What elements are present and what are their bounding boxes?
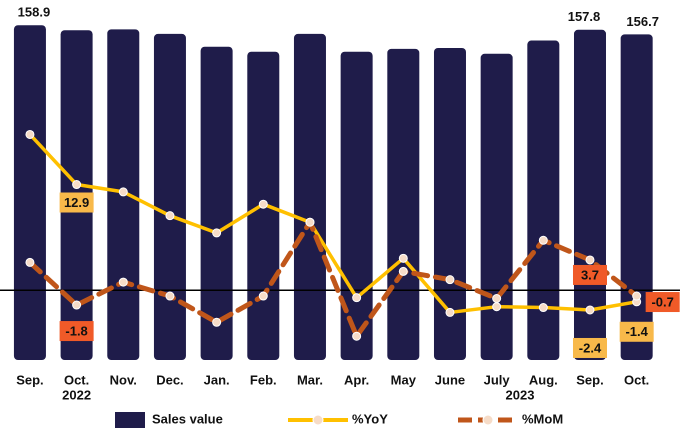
line [27, 219, 640, 339]
bar [200, 46, 233, 361]
marker [445, 275, 455, 285]
year-label: 2022 [62, 387, 91, 402]
marker [352, 331, 362, 341]
label-box [59, 192, 94, 213]
data-label: 3.7 [581, 267, 599, 282]
marker [632, 291, 642, 301]
x-tick-label: Aug. [529, 372, 558, 387]
bar [153, 33, 186, 361]
marker [25, 257, 35, 267]
label-box [572, 264, 607, 285]
x-tick-label: Nov. [110, 372, 137, 387]
x-tick-label: Oct. [624, 372, 649, 387]
marker [165, 211, 175, 221]
marker [305, 217, 315, 227]
bar [527, 40, 560, 360]
x-tick-label: May [391, 372, 417, 387]
data-label: -0.7 [651, 294, 673, 309]
bar [13, 25, 46, 360]
bar [480, 53, 513, 361]
bar [387, 48, 420, 361]
marker [25, 129, 35, 139]
x-tick-label: Sep. [576, 372, 603, 387]
x-tick-label: Apr. [344, 372, 369, 387]
bar-label: 156.7 [626, 14, 659, 29]
year-label: 2023 [506, 387, 535, 402]
marker [585, 305, 595, 315]
x-tick-label: Feb. [250, 372, 277, 387]
bar-label: 157.8 [568, 9, 601, 24]
marker [538, 303, 548, 313]
line [28, 132, 639, 315]
marker [538, 235, 548, 245]
label-box [619, 321, 654, 342]
x-tick-label: June [435, 372, 465, 387]
marker [445, 307, 455, 317]
legend-label: Sales value [152, 411, 223, 426]
x-tick-label: Oct. [64, 372, 89, 387]
marker [352, 293, 362, 303]
marker [72, 300, 82, 310]
legend-marker [312, 414, 324, 426]
x-tick-label: Mar. [297, 372, 323, 387]
bar [340, 51, 373, 361]
legend-marker [482, 414, 494, 426]
data-label: -1.8 [65, 323, 87, 338]
bar-label: 158.9 [18, 5, 51, 20]
marker [398, 266, 408, 276]
marker [118, 277, 128, 287]
data-label: -1.4 [625, 324, 648, 339]
data-label: 12.9 [64, 195, 89, 210]
bar [620, 34, 653, 361]
marker [118, 187, 128, 197]
marker [212, 228, 222, 238]
bar [293, 33, 326, 361]
legend-label: %MoM [522, 411, 563, 426]
label-box [59, 321, 94, 342]
x-tick-label: Sep. [16, 372, 43, 387]
legend-label: %YoY [352, 411, 388, 426]
marker [258, 291, 268, 301]
marker [165, 291, 175, 301]
marker [212, 317, 222, 327]
marker [492, 293, 502, 303]
x-tick-label: July [484, 372, 511, 387]
marker [258, 199, 268, 209]
x-tick-label: Jan. [204, 372, 230, 387]
x-tick-label: Dec. [156, 372, 183, 387]
legend-swatch [115, 412, 145, 428]
marker [72, 180, 82, 190]
data-label: -2.4 [579, 340, 602, 355]
marker [585, 255, 595, 265]
marker [492, 302, 502, 312]
label-box [572, 337, 607, 358]
marker [398, 253, 408, 263]
label-box [645, 292, 680, 313]
